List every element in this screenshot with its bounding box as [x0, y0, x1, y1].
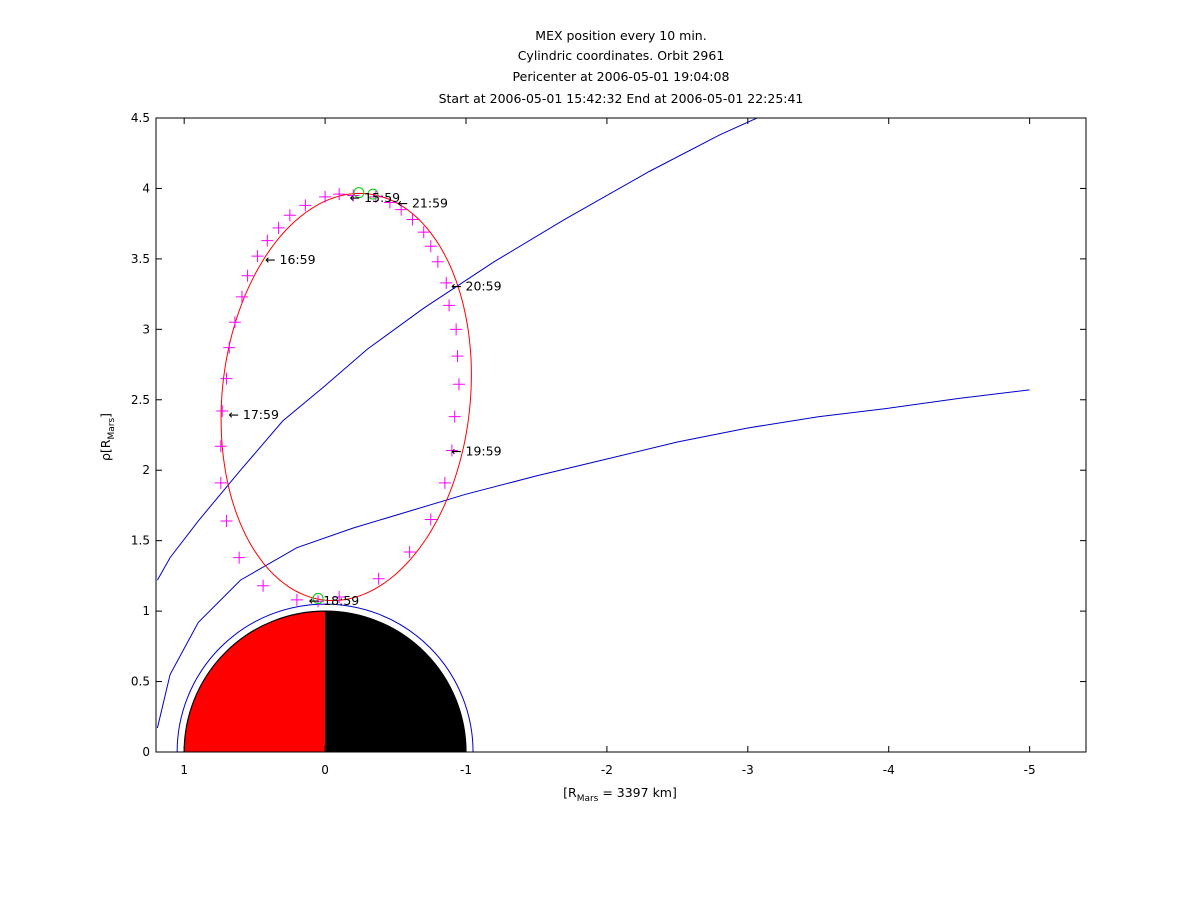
x-tick-label-1: 0: [321, 763, 329, 777]
x-tick-label-0: 1: [180, 763, 188, 777]
magnetic-pileup-boundary-line: [156, 389, 1030, 729]
x-axis-label-main: [R: [563, 785, 577, 800]
y-axis-label-sub: Mars: [107, 418, 117, 440]
y-tick-label-0: 0: [142, 745, 150, 759]
x-tick-label-3: -2: [601, 763, 613, 777]
boundary-layer: [156, 118, 1030, 729]
y-tick-label-4: 2: [142, 463, 150, 477]
chart-title: MEX position every 10 min. Cylindric coo…: [439, 28, 804, 106]
position-marker-38: [290, 593, 303, 606]
title-line-3: Pericenter at 2006-05-01 19:04:08: [513, 69, 730, 84]
position-marker-2: [403, 545, 416, 558]
mars-layer: [176, 603, 474, 752]
position-marker-37: [257, 579, 270, 592]
position-marker-11: [440, 276, 453, 289]
y-tick-label-5: 2.5: [131, 393, 150, 407]
position-marker-0: [333, 591, 346, 604]
position-marker-14: [417, 226, 430, 239]
position-marker-25: [261, 234, 274, 247]
x-tick-label-5: -4: [883, 763, 895, 777]
tick-layer: 1 0 -1 -2 -3 -4 -5 0 0.5 1 1.5 2 2.5 3 3.5 4 4.5: [131, 111, 1086, 777]
y-tick-label-9: 4.5: [131, 111, 150, 125]
mars-day-side: [184, 611, 326, 752]
position-marker-10: [443, 299, 456, 312]
x-axis-label-rest: = 3397 km]: [598, 785, 677, 800]
position-marker-34: [214, 476, 227, 489]
position-marker-3: [424, 513, 437, 526]
apsis-marker-0: [312, 592, 324, 604]
y-axis-label-rest: ]: [98, 413, 113, 418]
position-marker-8: [451, 350, 464, 363]
title-line-1: MEX position every 10 min.: [535, 28, 706, 43]
y-tick-label-6: 3: [142, 322, 150, 336]
position-marker-7: [452, 378, 465, 391]
apsis-marker-2: [367, 188, 379, 200]
x-tick-label-4: -3: [742, 763, 754, 777]
position-marker-35: [220, 514, 233, 527]
mars-outline: [183, 610, 467, 752]
mars-night-side: [325, 611, 466, 752]
plot-area: ← 18:59 ← 19:59 ← 20:59 ← 21:59 ← 16:59 ← 17:…: [131, 111, 1087, 777]
position-marker-16: [395, 203, 408, 216]
apsis-marker-1: [353, 187, 365, 199]
position-marker-19: [347, 189, 360, 202]
x-axis-label: [RMars = 3397 km]: [563, 785, 677, 804]
position-marker-33: [214, 440, 227, 453]
x-axis-label-sub: Mars: [577, 794, 599, 804]
position-marker-30: [223, 341, 236, 354]
position-marker-28: [235, 290, 248, 303]
y-axis-label-main: ρ[R: [98, 439, 113, 461]
time-label-6: ← 15:59: [350, 190, 401, 205]
time-label-0: ← 18:59: [309, 593, 360, 608]
position-marker-17: [383, 196, 396, 209]
time-label-3: ← 21:59: [398, 196, 449, 211]
title-line-2: Cylindric coordinates. Orbit 2961: [518, 48, 725, 63]
position-marker-15: [406, 213, 419, 226]
position-marker-20: [333, 188, 346, 201]
position-marker-1: [372, 572, 385, 585]
position-marker-31: [220, 372, 233, 385]
position-marker-26: [251, 250, 264, 263]
time-label-5: ← 17:59: [228, 407, 279, 422]
y-tick-label-8: 4: [142, 181, 150, 195]
mars-outer-ring: [176, 603, 474, 752]
position-marker-24: [272, 221, 285, 234]
x-tick-label-2: -1: [460, 763, 472, 777]
orbit-trajectory: [220, 192, 472, 601]
annotation-layer: ← 18:59 ← 19:59 ← 20:59 ← 21:59 ← 16:59 ← 17:…: [228, 190, 501, 608]
position-marker-13: [424, 240, 437, 253]
position-marker-9: [450, 323, 463, 336]
position-marker-21: [319, 190, 332, 203]
time-label-2: ← 20:59: [451, 279, 502, 294]
time-label-4: ← 16:59: [265, 252, 316, 267]
y-tick-label-3: 1.5: [131, 534, 150, 548]
position-marker-22: [299, 199, 312, 212]
position-marker-5: [445, 444, 458, 457]
orbit-layer: [220, 192, 472, 601]
position-marker-29: [228, 316, 241, 329]
y-axis-label: ρ[RMars]: [98, 413, 117, 461]
position-marker-32: [216, 405, 229, 418]
position-marker-36: [233, 551, 246, 564]
marker-layer: [214, 187, 465, 608]
bow-shock-line: [156, 118, 759, 581]
y-tick-label-2: 1: [142, 604, 150, 618]
y-tick-label-7: 3.5: [131, 252, 150, 266]
time-label-1: ← 19:59: [451, 443, 502, 458]
plot-frame: [155, 117, 1087, 753]
position-marker-27: [241, 269, 254, 282]
x-tick-label-6: -5: [1024, 763, 1036, 777]
y-tick-label-1: 0.5: [131, 675, 150, 689]
position-marker-12: [431, 255, 444, 268]
position-marker-23: [283, 209, 296, 222]
title-line-4: Start at 2006-05-01 15:42:32 End at 2006…: [439, 91, 804, 106]
position-marker-18: [369, 190, 382, 203]
position-marker-4: [438, 476, 451, 489]
position-marker-6: [448, 410, 461, 423]
